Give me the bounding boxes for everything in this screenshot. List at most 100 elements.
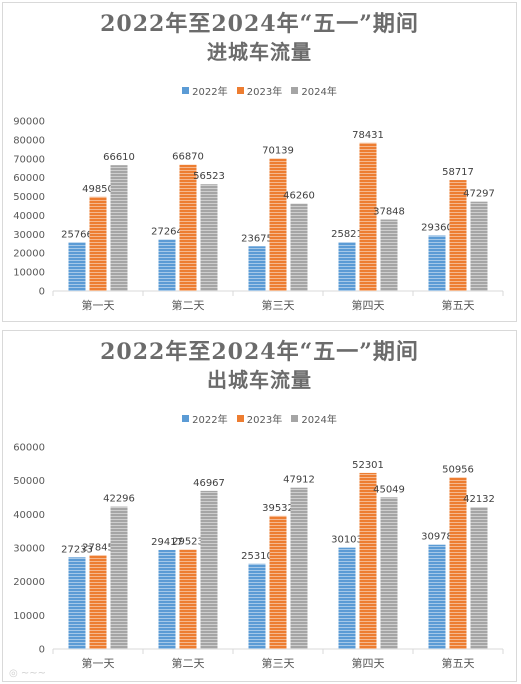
bar-2023年 — [89, 555, 107, 649]
bar-2024年 — [200, 490, 218, 649]
bar-2024年 — [200, 184, 218, 291]
data-label: 58717 — [442, 167, 474, 178]
legend-item-2023: 2023年 — [236, 83, 283, 98]
bar-2024年 — [290, 487, 308, 649]
legend-label: 2022年 — [192, 415, 228, 426]
outbound-chart-panel: 2022年至2024年“五一”期间 出城车流量 2022年 2023年 2024… — [2, 330, 517, 682]
data-label: 70139 — [262, 146, 294, 157]
y-tick-label: 60000 — [13, 443, 45, 454]
x-tick-label: 第三天 — [262, 298, 295, 312]
legend-label: 2023年 — [246, 87, 283, 98]
bar-2023年 — [89, 196, 107, 291]
y-tick-label: 10000 — [13, 611, 45, 622]
legend-swatch — [182, 87, 190, 94]
data-label: 29417 — [151, 537, 183, 548]
bar-2023年 — [359, 472, 377, 649]
chart-title-line1: 2022年至2024年“五一”期间 — [100, 11, 419, 37]
bar-2022年 — [248, 246, 266, 291]
y-tick-label: 40000 — [13, 510, 45, 521]
legend-swatch — [182, 415, 190, 422]
x-tick-label: 第一天 — [82, 656, 115, 670]
bar-2022年 — [428, 235, 446, 291]
chart-legend: 2022年 2023年 2024年 — [3, 83, 516, 98]
bar-2023年 — [179, 164, 197, 291]
legend-label: 2023年 — [246, 415, 283, 426]
chart-title-line2: 出城车流量 — [207, 368, 312, 392]
data-label: 50956 — [442, 464, 474, 475]
legend-item-2024: 2024年 — [291, 83, 337, 98]
data-label: 27845 — [82, 542, 114, 553]
data-label: 23675 — [241, 233, 273, 244]
chart-title-line2: 进城车流量 — [207, 40, 312, 64]
y-tick-label: 20000 — [13, 577, 45, 588]
data-label: 49850 — [82, 184, 114, 195]
outbound-chart-plot: 0100002000030000400005000060000第一天272332… — [13, 443, 504, 670]
bar-2024年 — [470, 201, 488, 291]
bar-2024年 — [290, 203, 308, 291]
bar-2023年 — [449, 477, 467, 649]
data-label: 56523 — [193, 171, 225, 182]
bar-2022年 — [338, 242, 356, 291]
legend-item-2022: 2022年 — [182, 411, 228, 426]
bar-2023年 — [359, 142, 377, 291]
x-tick-label: 第二天 — [172, 656, 205, 670]
y-tick-label: 0 — [39, 287, 45, 298]
y-tick-label: 70000 — [13, 154, 45, 165]
data-label: 25310 — [241, 551, 273, 562]
bar-2022年 — [158, 549, 176, 649]
y-tick-label: 80000 — [13, 135, 45, 146]
legend-swatch — [236, 415, 244, 422]
data-label: 45049 — [373, 484, 405, 495]
chart-legend: 2022年 2023年 2024年 — [3, 411, 516, 426]
bar-2024年 — [110, 506, 128, 649]
y-tick-label: 30000 — [13, 230, 45, 241]
legend-swatch — [291, 87, 299, 94]
data-label: 30103 — [331, 535, 363, 546]
legend-item-2023: 2023年 — [236, 411, 283, 426]
data-label: 25766 — [61, 229, 93, 240]
y-tick-label: 50000 — [13, 192, 45, 203]
data-label: 47912 — [283, 475, 315, 486]
bar-2023年 — [269, 158, 287, 291]
bar-2022年 — [68, 557, 86, 649]
y-tick-label: 40000 — [13, 211, 45, 222]
data-label: 66870 — [172, 152, 204, 163]
data-label: 29360 — [421, 223, 453, 234]
watermark-logo: ◎ ~~~ — [9, 668, 47, 679]
data-label: 42296 — [103, 494, 135, 505]
x-tick-label: 第五天 — [442, 298, 475, 312]
data-label: 39532 — [262, 503, 294, 514]
bar-2024年 — [470, 507, 488, 649]
bar-2024年 — [380, 219, 398, 291]
data-label: 52301 — [352, 460, 384, 471]
y-tick-label: 30000 — [13, 544, 45, 555]
bar-2022年 — [428, 544, 446, 649]
inbound-chart-plot: 0 10000 20000 30000 40000 50000 60000 70000 8000… — [13, 117, 504, 312]
legend-swatch — [291, 415, 299, 422]
legend-label: 2024年 — [301, 415, 337, 426]
data-label: 30978 — [421, 532, 453, 543]
data-label: 37848 — [373, 207, 405, 218]
bar-2023年 — [449, 180, 467, 291]
x-tick-label: 第四天 — [352, 656, 385, 670]
y-tick-label: 0 — [39, 645, 45, 656]
legend-label: 2022年 — [192, 87, 228, 98]
bar-2022年 — [248, 563, 266, 649]
data-label: 78431 — [352, 130, 384, 141]
legend-item-2022: 2022年 — [182, 83, 228, 98]
x-tick-label: 第三天 — [262, 656, 295, 670]
data-label: 46260 — [283, 191, 315, 202]
data-label: 27233 — [61, 544, 93, 555]
x-tick-label: 第四天 — [352, 298, 385, 312]
bar-2023年 — [269, 515, 287, 649]
bar-2023年 — [179, 549, 197, 649]
y-tick-label: 10000 — [13, 268, 45, 279]
x-tick-label: 第一天 — [82, 298, 115, 312]
data-label: 27264 — [151, 227, 183, 238]
y-tick-label: 20000 — [13, 249, 45, 260]
bar-2024年 — [110, 165, 128, 291]
chart-title-line1: 2022年至2024年“五一”期间 — [100, 339, 419, 365]
x-tick-label: 第五天 — [442, 656, 475, 670]
bar-2024年 — [380, 497, 398, 649]
data-label: 42132 — [463, 494, 495, 505]
